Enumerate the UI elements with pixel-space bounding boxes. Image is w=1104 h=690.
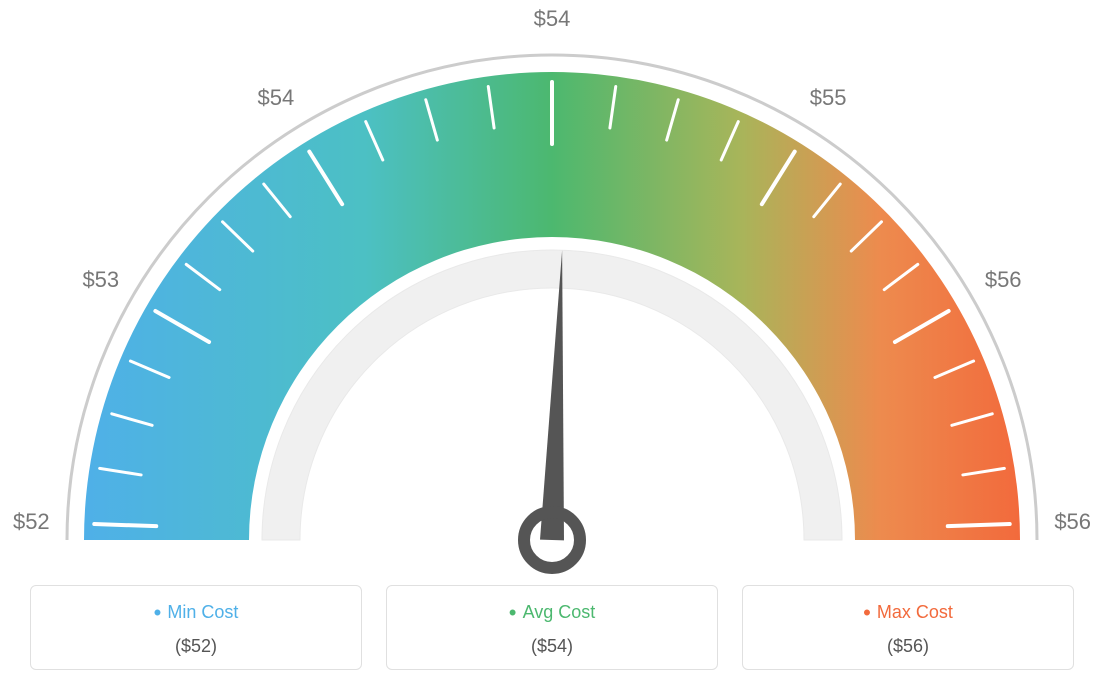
legend-row: Min Cost ($52) Avg Cost ($54) Max Cost (… (30, 585, 1074, 670)
gauge-scale-label: $52 (13, 509, 50, 535)
legend-card-min: Min Cost ($52) (30, 585, 362, 670)
legend-avg-value: ($54) (397, 636, 707, 657)
gauge-scale-label: $55 (810, 85, 847, 111)
gauge-area: $52 $53 $54 $54 $55 $56 $56 (0, 0, 1104, 560)
gauge-scale-label: $56 (985, 267, 1022, 293)
legend-card-avg: Avg Cost ($54) (386, 585, 718, 670)
legend-max-value: ($56) (753, 636, 1063, 657)
gauge-svg (0, 0, 1104, 580)
gauge-scale-label: $56 (1054, 509, 1091, 535)
legend-max-label: Max Cost (753, 600, 1063, 626)
legend-min-value: ($52) (41, 636, 351, 657)
legend-min-label: Min Cost (41, 600, 351, 626)
chart-container: $52 $53 $54 $54 $55 $56 $56 Min Cost ($52) Avg… (0, 0, 1104, 690)
gauge-scale-label: $54 (534, 6, 571, 32)
gauge-scale-label: $53 (82, 267, 119, 293)
legend-card-max: Max Cost ($56) (742, 585, 1074, 670)
gauge-scale-label: $54 (258, 85, 295, 111)
legend-avg-label: Avg Cost (397, 600, 707, 626)
